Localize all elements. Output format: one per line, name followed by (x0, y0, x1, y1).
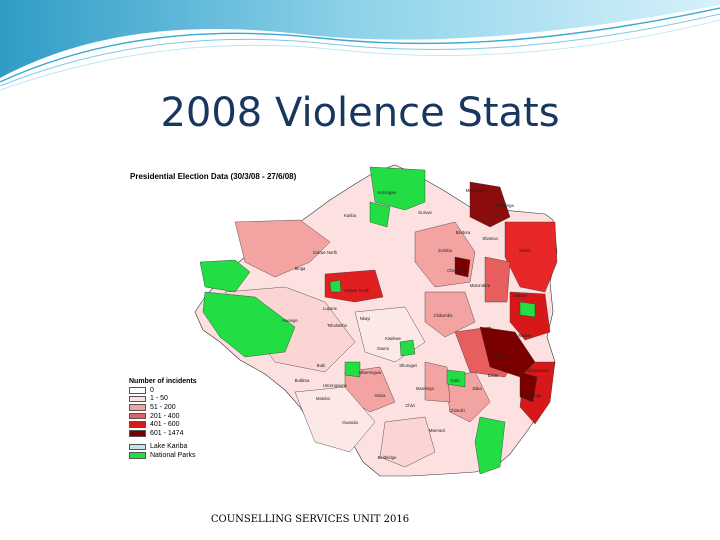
legend-range-label: 401 - 600 (150, 421, 180, 429)
district-label: Gutu (450, 378, 460, 383)
legend-feature-swatch (129, 443, 146, 451)
district-label: Gokwe North (313, 250, 338, 255)
district-label: Chipinge (525, 393, 542, 398)
map-heading: Presidential Election Data (30/3/08 - 27… (130, 172, 297, 181)
district-label: Hwange (282, 318, 298, 323)
legend-feature-label: National Parks (150, 451, 196, 459)
legend-range-swatch (129, 404, 146, 411)
slide-title: 2008 Violence Stats (160, 90, 560, 136)
district-label: Matobo (316, 396, 331, 401)
district-label: Mwenezi (429, 428, 446, 433)
district-label: Mt Darwin (466, 188, 486, 193)
legend-range-swatch (129, 430, 146, 437)
district-label: Chimanimani (525, 368, 550, 373)
district-label: Marondera (470, 283, 491, 288)
legend-range-swatch (129, 387, 146, 394)
district-label: Chivi (405, 403, 414, 408)
district-label: Chikomba (434, 313, 454, 318)
legend-range-label: 51 - 200 (150, 403, 176, 411)
legend-features: Lake Kariba National Parks (129, 443, 197, 460)
district-label: Mudzi (519, 248, 530, 253)
footer-text: COUNSELLING SERVICES UNIT 2016 (210, 514, 410, 525)
district-label: Bulilima (295, 378, 310, 383)
district-label: Bindura (456, 230, 471, 235)
district-label: Chiredzi (449, 408, 464, 413)
district-label: Binga (295, 266, 306, 271)
district-label: Tsholotsho (327, 323, 348, 328)
zimbabwe-district-map: Hurungwe Kariba Binga Gokwe North Gokwe Sout… (194, 164, 558, 477)
legend-feature-row: Lake Kariba (129, 443, 197, 452)
legend-feature-swatch (129, 452, 146, 459)
violence-map-figure: Presidential Election Data (30/3/08 - 27… (125, 162, 565, 480)
district-label: Masvingo (416, 386, 435, 391)
district-label: Hurungwe (377, 190, 397, 195)
district-label: Chegutu (447, 268, 464, 273)
district-label: Beitbridge (378, 455, 398, 460)
legend-range-swatch (129, 412, 146, 420)
district-label: Bikita (488, 373, 499, 378)
legend-range-row: 201 - 400 (129, 412, 197, 421)
district-label: Shamva (482, 236, 498, 241)
legend-range-row: 601 - 1474 (129, 429, 197, 438)
legend-feature-label: Lake Kariba (150, 443, 188, 451)
legend-range-row: 0 (129, 386, 197, 395)
legend-range-row: 401 - 600 (129, 420, 197, 429)
district-label: Makoni (513, 293, 527, 298)
legend-title: Number of incidents (129, 378, 197, 385)
district-label: Kariba (344, 213, 357, 218)
district-label: Mberengwa (359, 370, 382, 375)
legend-range-row: 1 - 50 (129, 395, 197, 404)
legend-feature-row: National Parks (129, 451, 197, 460)
district-label: Zvimba (438, 248, 452, 253)
district-label: Gwanda (342, 420, 358, 425)
district-label: Gokwe South (344, 288, 370, 293)
district-label: Zaka (472, 386, 482, 391)
legend-range-label: 601 - 1474 (150, 429, 184, 437)
legend-range-row: 51 - 200 (129, 403, 197, 412)
district-label: Rushinga (496, 203, 514, 208)
district-label: Insiza (375, 393, 387, 398)
header-wave-decoration (0, 0, 720, 91)
district-label: Guruve (418, 210, 432, 215)
legend-range-swatch (129, 395, 146, 403)
district-label: Gweru (377, 346, 390, 351)
district-label: Bubi (317, 363, 325, 368)
district-label: Kwekwe (385, 336, 401, 341)
district-label: Lupane (323, 306, 338, 311)
legend-range-label: 1 - 50 (150, 395, 168, 403)
legend-range-swatch (129, 421, 146, 428)
district-label: Buhera (493, 353, 507, 358)
district-label: Umzingwane (323, 383, 348, 388)
district-label: Nkayi (360, 316, 371, 321)
district-label: Mutare (518, 333, 532, 338)
legend-range-label: 201 - 400 (150, 412, 180, 420)
district-label: Shurugwi (399, 363, 417, 368)
legend-range-label: 0 (150, 386, 154, 394)
